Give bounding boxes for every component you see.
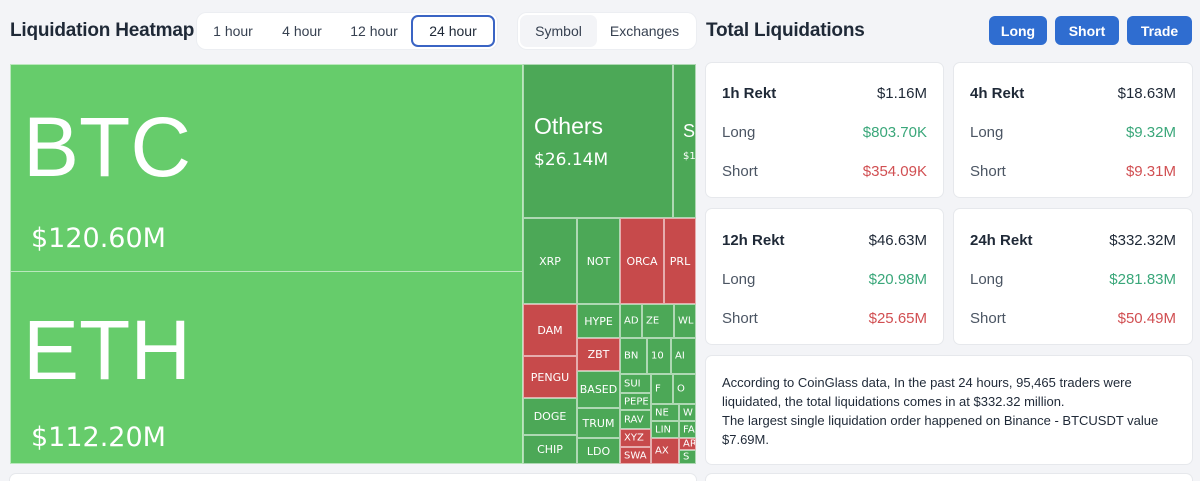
short-value: $50.49M	[1117, 310, 1176, 327]
heatmap-tile-ad[interactable]: AD	[620, 304, 642, 338]
short-label: Short	[970, 163, 1006, 180]
rekt-card-12h: 12h Rekt $46.63M Long $20.98M Short $25.65M	[706, 209, 943, 344]
total-liquidations-title: Total Liquidations	[706, 20, 865, 41]
heatmap-tile-ar[interactable]: AR	[679, 438, 696, 450]
tile-value: $120.60M	[31, 223, 166, 254]
short-label: Short	[722, 163, 758, 180]
rekt-total: $1.16M	[876, 85, 927, 102]
heatmap-tile-10[interactable]: 10	[647, 338, 671, 374]
heatmap-tile-trum[interactable]: TRUM	[577, 408, 620, 438]
liquidation-heatmap: BTC $120.60M ETH $112.20M Others $26.14M…	[10, 64, 696, 464]
heatmap-tile-lin[interactable]: LIN	[651, 421, 679, 438]
long-label: Long	[722, 271, 756, 288]
long-value: $281.83M	[1109, 271, 1176, 288]
bottom-panel-left	[10, 474, 696, 481]
tile-value: $1	[683, 151, 696, 162]
heatmap-tile-ax[interactable]: AX	[651, 438, 679, 464]
long-value: $803.70K	[862, 124, 927, 141]
heatmap-tile-w[interactable]: W	[679, 404, 696, 421]
tile-symbol: ETH	[23, 303, 191, 397]
heatmap-tile-ldo[interactable]: LDO	[577, 438, 620, 464]
heatmap-tile-doge[interactable]: DOGE	[523, 398, 577, 435]
liquidation-summary-card: According to CoinGlass data, In the past…	[706, 356, 1192, 464]
tab-exchanges[interactable]: Exchanges	[609, 23, 680, 39]
heatmap-tile-orca[interactable]: ORCA	[620, 218, 664, 304]
short-label: Short	[970, 310, 1006, 327]
short-label: Short	[722, 310, 758, 327]
heatmap-tile-sui[interactable]: SUI	[620, 374, 651, 393]
heatmap-tile-swa[interactable]: SWA	[620, 447, 651, 464]
long-value: $9.32M	[1125, 124, 1176, 141]
heatmap-tile-ne[interactable]: NE	[651, 404, 679, 421]
heatmap-tile-wl[interactable]: WL	[674, 304, 696, 338]
summary-line-1: According to CoinGlass data, In the past…	[722, 375, 1132, 409]
heatmap-tile-sol[interactable]: S $1	[673, 64, 696, 218]
heatmap-tile-based[interactable]: BASED	[577, 371, 620, 408]
page-title: Liquidation Heatmap	[10, 20, 195, 41]
heatmap-tile-not[interactable]: NOT	[577, 218, 620, 304]
heatmap-tile-eth[interactable]: ETH $112.20M	[10, 271, 523, 464]
short-value: $354.09K	[862, 163, 927, 180]
heatmap-tile-zbt[interactable]: ZBT	[577, 338, 620, 371]
summary-line-2: The largest single liquidation order hap…	[722, 413, 1159, 447]
tab-4-hour[interactable]: 4 hour	[282, 23, 322, 39]
rekt-title: 1h Rekt	[722, 85, 777, 102]
heatmap-tile-ai[interactable]: AI	[671, 338, 696, 374]
heatmap-tile-pengu[interactable]: PENGU	[523, 356, 577, 398]
tab-symbol[interactable]: Symbol	[520, 15, 597, 47]
long-label: Long	[970, 124, 1004, 141]
summary-text: According to CoinGlass data, In the past…	[722, 373, 1176, 449]
rekt-title: 24h Rekt	[970, 232, 1033, 249]
heatmap-tile-prl[interactable]: PRL	[664, 218, 696, 304]
tile-symbol: Others	[534, 113, 604, 139]
heatmap-tile-xrp[interactable]: XRP	[523, 218, 577, 304]
heatmap-tile-o[interactable]: O	[673, 374, 696, 404]
heatmap-tile-rav[interactable]: RAV	[620, 410, 651, 429]
tile-symbol: BTC	[23, 100, 191, 194]
heatmap-tile-s[interactable]: S	[679, 450, 696, 464]
rekt-card-1h: 1h Rekt $1.16M Long $803.70K Short $354.09K	[706, 63, 943, 197]
view-tabs: Symbol Exchanges	[518, 13, 696, 49]
heatmap-tile-fa[interactable]: FA	[679, 421, 696, 438]
heatmap-tile-f[interactable]: F	[651, 374, 673, 404]
tile-symbol: S	[683, 121, 696, 141]
long-label: Long	[722, 124, 756, 141]
rekt-card-4h: 4h Rekt $18.63M Long $9.32M Short $9.31M	[954, 63, 1192, 197]
heatmap-tile-bn[interactable]: BN	[620, 338, 647, 374]
tile-value: $112.20M	[31, 422, 166, 453]
rekt-total: $18.63M	[1117, 85, 1176, 102]
trade-button[interactable]: Trade	[1127, 16, 1192, 45]
rekt-total: $332.32M	[1109, 232, 1176, 249]
short-value: $25.65M	[868, 310, 927, 327]
long-button[interactable]: Long	[989, 16, 1047, 45]
heatmap-tile-dam[interactable]: DAM	[523, 304, 577, 356]
heatmap-tile-chip[interactable]: CHIP	[523, 435, 577, 464]
short-value: $9.31M	[1125, 163, 1176, 180]
rekt-card-24h: 24h Rekt $332.32M Long $281.83M Short $50.4…	[954, 209, 1192, 344]
tile-value: $26.14M	[534, 150, 609, 170]
rekt-total: $46.63M	[868, 232, 927, 249]
time-range-tabs: 1 hour 4 hour 12 hour 24 hour	[197, 13, 497, 49]
tab-24-hour[interactable]: 24 hour	[411, 15, 495, 47]
heatmap-tile-xyz[interactable]: XYZ	[620, 429, 651, 447]
tab-1-hour[interactable]: 1 hour	[213, 23, 253, 39]
short-button[interactable]: Short	[1055, 16, 1119, 45]
tab-12-hour[interactable]: 12 hour	[350, 23, 398, 39]
heatmap-tile-ze[interactable]: ZE	[642, 304, 674, 338]
heatmap-tile-hype[interactable]: HYPE	[577, 304, 620, 338]
heatmap-tile-btc[interactable]: BTC $120.60M	[10, 64, 523, 272]
bottom-panel-right	[706, 474, 1192, 481]
long-label: Long	[970, 271, 1004, 288]
heatmap-tile-others[interactable]: Others $26.14M	[523, 64, 673, 218]
rekt-title: 12h Rekt	[722, 232, 785, 249]
long-value: $20.98M	[868, 271, 927, 288]
rekt-title: 4h Rekt	[970, 85, 1025, 102]
heatmap-tile-pepe[interactable]: PEPE	[620, 393, 651, 410]
